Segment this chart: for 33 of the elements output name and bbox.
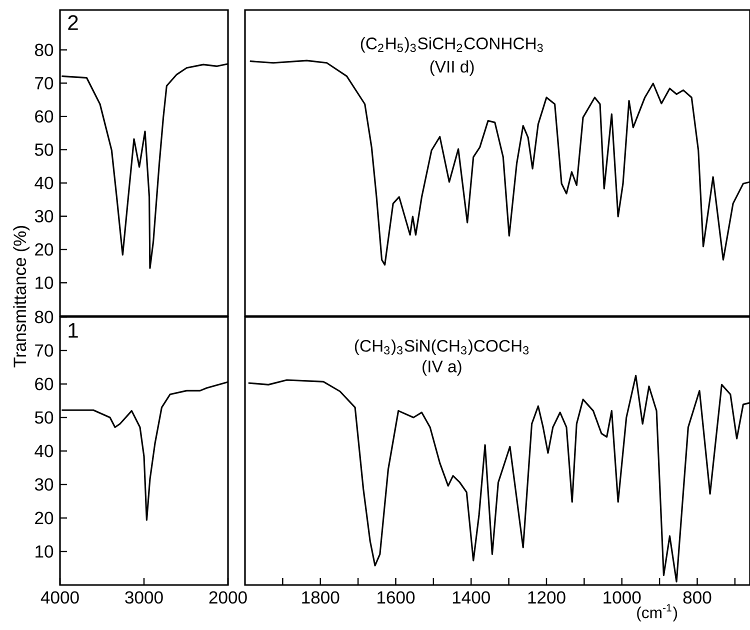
y-tick-label: 80: [35, 44, 54, 56]
y-axis-title: Transmittance (%): [13, 226, 30, 368]
x-tick-label: 1800: [302, 591, 340, 604]
y-tick-label: 40: [34, 444, 54, 458]
y-tick-label: 80: [35, 310, 54, 324]
y-tick-label: 30: [34, 478, 54, 491]
annotation: 2: [68, 15, 78, 30]
annotation: (IV a): [422, 360, 462, 376]
y-tick-label: 40: [34, 176, 54, 190]
x-tick-label: 1000: [604, 591, 641, 604]
y-tick-label: 20: [35, 243, 54, 256]
y-tick-label: 10: [36, 276, 54, 289]
y-tick-label: 50: [34, 143, 54, 156]
x-tick-label: 2000: [209, 591, 247, 604]
annotation: 1: [68, 323, 78, 338]
y-tick-label: 20: [35, 512, 54, 524]
x-axis-title: (cm$^{-1}$): [637, 604, 678, 622]
y-tick-label: 70: [35, 76, 54, 90]
x-tick-label: 1200: [528, 591, 566, 604]
x-tick-label: 4000: [40, 591, 79, 604]
y-tick-label: 10: [36, 545, 54, 558]
text: (C$_{2}$H$_{5}$)$_{3}$SiCH$_{2}$CONHCH$_{3}$: [360, 37, 543, 53]
y-tick-label: 70: [35, 344, 54, 357]
x-tick-label: 800: [683, 591, 712, 604]
x-tick-label: 1400: [452, 591, 490, 604]
y-tick-label: 60: [35, 378, 54, 390]
y-tick-label: 50: [34, 411, 54, 424]
annotation: (CH$_{3}$)$_{3}$SiN(CH$_{3}$)COCH$_{3}$: [354, 340, 529, 356]
y-tick-label: 60: [35, 110, 54, 123]
x-tick-label: 1600: [378, 591, 415, 604]
x-tick-label: 3000: [125, 591, 163, 604]
y-tick-label: 30: [34, 210, 54, 222]
annotation: (VII d): [430, 60, 474, 76]
